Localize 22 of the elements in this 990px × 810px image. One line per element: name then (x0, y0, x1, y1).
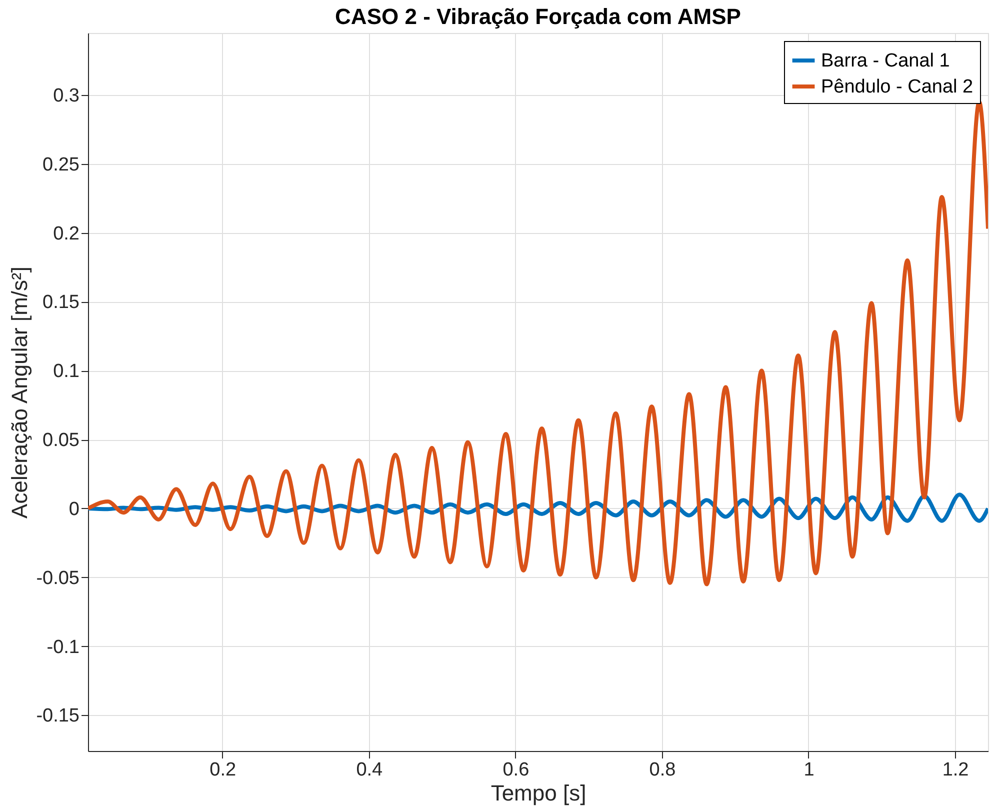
y-tick-label: 0.05 (42, 430, 80, 452)
y-tick-label: -0.1 (46, 636, 80, 658)
y-tick-label: -0.15 (36, 706, 80, 727)
x-tick-label: 0.4 (356, 760, 384, 780)
x-tick-label: 1.2 (942, 760, 969, 780)
y-axis-title: Aceleração Angular [m/s²] (7, 266, 32, 518)
y-tick-label: 0.1 (53, 361, 80, 382)
y-tick-label: 0.2 (53, 223, 80, 244)
legend-label: Pêndulo - Canal 2 (821, 76, 974, 98)
y-tick-label: 0 (68, 498, 80, 520)
x-tick-label: 1 (804, 760, 814, 780)
x-tick-label: 0.2 (210, 760, 236, 780)
line-series (88, 100, 988, 586)
y-tick-label: -0.05 (36, 568, 80, 589)
x-tick-label: 0.6 (502, 760, 530, 780)
y-tick-label: 0.15 (42, 292, 80, 314)
x-axis-title: Tempo [s] (490, 780, 586, 806)
chart-title: CASO 2 - Vibração Forçada com AMSP (335, 4, 741, 29)
x-tick-label: 0.8 (649, 760, 676, 780)
y-tick-label: 0.3 (53, 86, 80, 107)
y-tick-label: 0.25 (42, 154, 80, 176)
legend-label: Barra - Canal 1 (821, 50, 950, 72)
